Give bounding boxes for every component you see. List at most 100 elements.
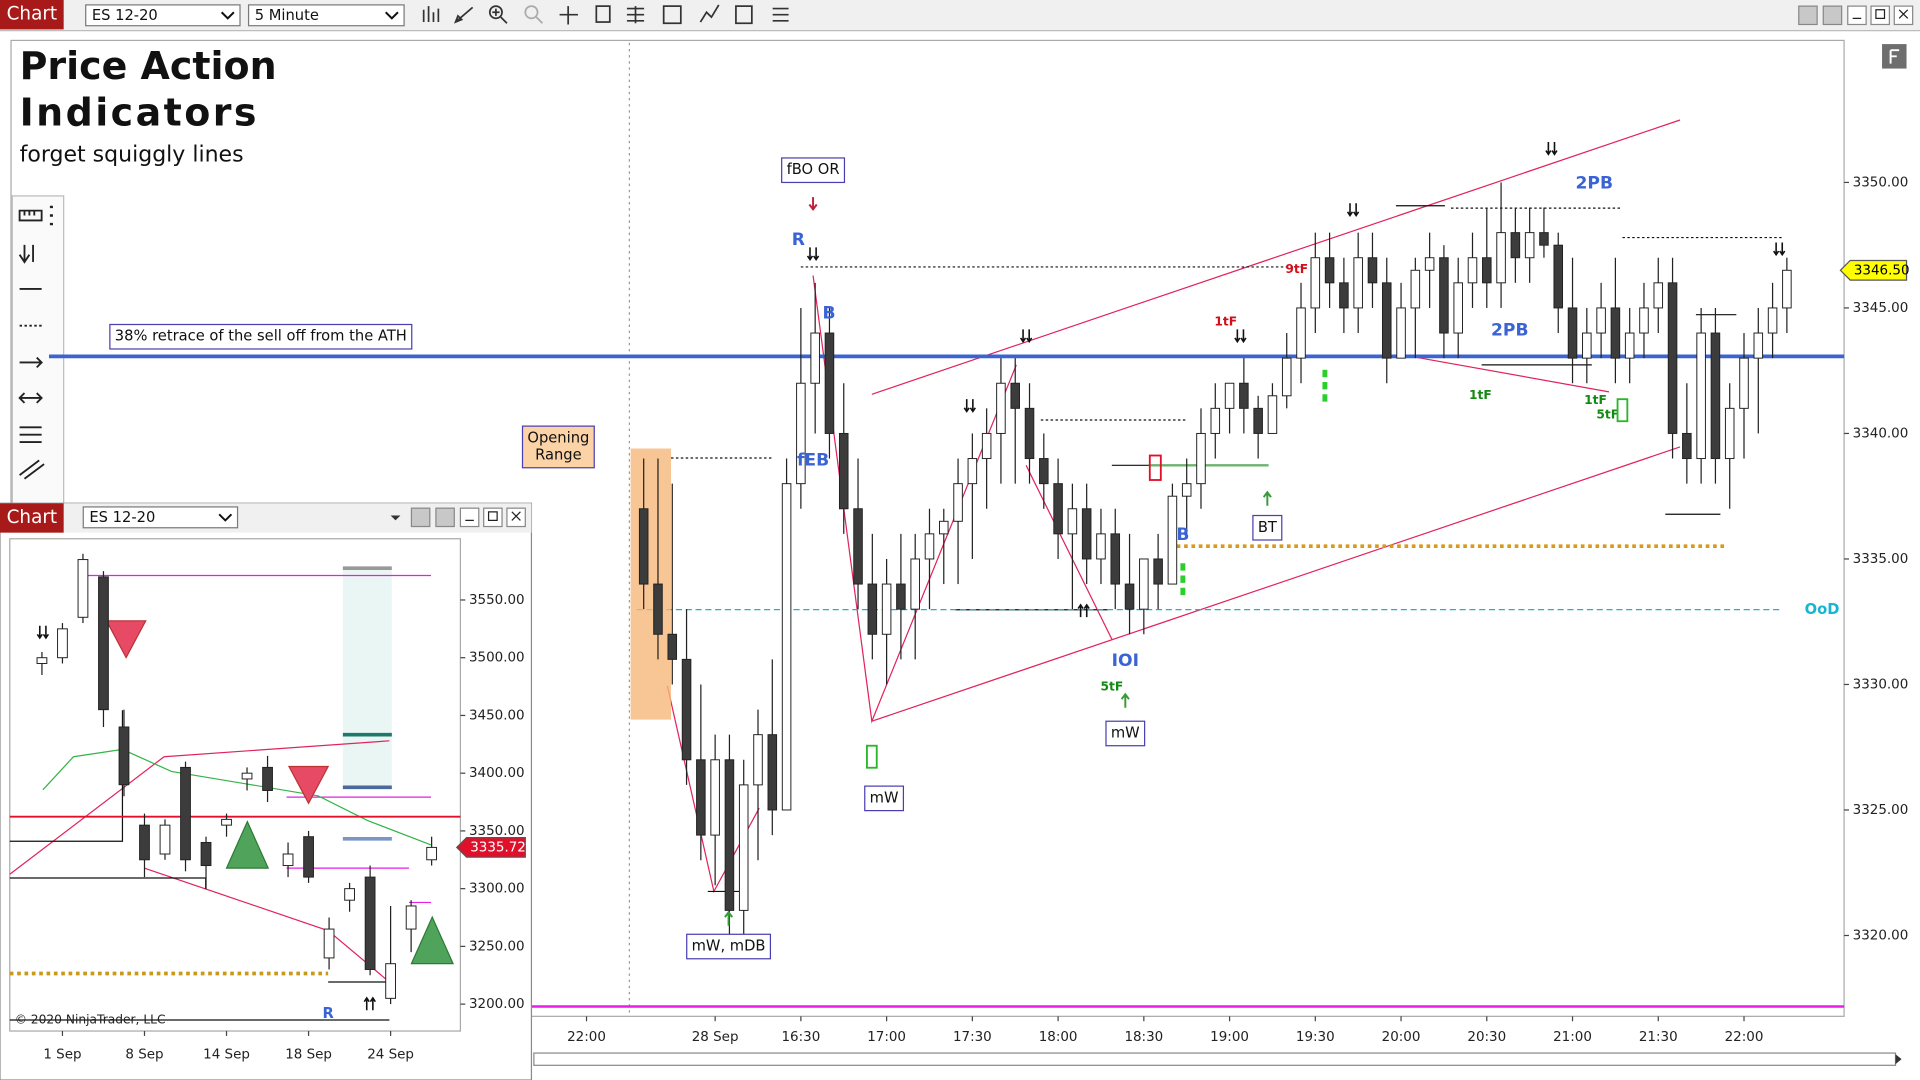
templates-icon[interactable] bbox=[626, 6, 645, 24]
list-icon[interactable] bbox=[772, 7, 789, 22]
candle-body bbox=[1210, 407, 1221, 434]
candle-body bbox=[1439, 257, 1449, 334]
candle-body bbox=[696, 759, 706, 836]
candle-body bbox=[667, 633, 678, 660]
buy-signal bbox=[410, 915, 455, 965]
scroll-arrow[interactable] bbox=[1895, 1054, 1902, 1065]
candle-body bbox=[1582, 332, 1592, 359]
crosshair-icon[interactable] bbox=[559, 6, 578, 25]
drawing-tools bbox=[18, 205, 53, 480]
annotation: R bbox=[792, 230, 805, 250]
dropdown-arrow bbox=[385, 11, 399, 20]
x-tick-label: 17:00 bbox=[867, 1030, 906, 1045]
annotation: Opening bbox=[527, 429, 589, 446]
up-arrow bbox=[724, 910, 734, 926]
annotation: 1tF bbox=[1584, 393, 1607, 407]
candle-body bbox=[262, 766, 273, 791]
candle-body bbox=[405, 905, 417, 930]
candle-body bbox=[1510, 232, 1521, 259]
properties-icon[interactable] bbox=[595, 5, 611, 23]
signal-arrow bbox=[1545, 142, 1552, 156]
candle-body bbox=[1696, 332, 1706, 460]
candle-body bbox=[796, 382, 806, 485]
candle-body bbox=[98, 576, 109, 711]
candle-body bbox=[1024, 407, 1035, 460]
parallel-lines-tool[interactable] bbox=[19, 459, 45, 480]
ruler-tool[interactable] bbox=[18, 209, 43, 222]
candle-body bbox=[981, 432, 992, 460]
inset-instrument-select[interactable] bbox=[82, 506, 239, 529]
signal-arrow bbox=[1551, 142, 1558, 156]
annotation: 2PB bbox=[1491, 321, 1529, 341]
annotation: fBO OR bbox=[787, 161, 840, 178]
candle-body bbox=[867, 583, 878, 635]
inset-chart-tab[interactable] bbox=[0, 503, 64, 533]
candle-body bbox=[1524, 232, 1535, 259]
arrow-line-tool[interactable] bbox=[18, 392, 43, 404]
horizontal-line-tool[interactable] bbox=[19, 426, 42, 443]
signal-arrow bbox=[1083, 603, 1090, 618]
inset-range-lines bbox=[342, 566, 392, 841]
candle-body bbox=[1482, 257, 1492, 284]
candle-body bbox=[1753, 332, 1764, 359]
scrollbar[interactable] bbox=[533, 1052, 1897, 1066]
risk-reward-tool[interactable] bbox=[18, 244, 34, 264]
candle-body bbox=[1267, 395, 1278, 434]
x-tick-label: 18:00 bbox=[1039, 1030, 1078, 1045]
x-tick-label: 24 Sep bbox=[367, 1047, 414, 1062]
instrument-select[interactable] bbox=[85, 4, 241, 27]
main-chart: 3320.00 3325.00 3330.00 3335.00 3340.00 3345.… bbox=[12, 44, 1910, 1045]
last-price-tag bbox=[1839, 259, 1908, 281]
annotation-box bbox=[686, 933, 772, 960]
annotation: B bbox=[1176, 525, 1189, 545]
candle-body bbox=[1739, 357, 1749, 409]
chart-tab-label: Chart bbox=[7, 4, 57, 25]
candle-body bbox=[1239, 382, 1249, 409]
last-price-label: 3346.50 bbox=[1854, 263, 1910, 278]
zoom-in-icon[interactable] bbox=[488, 5, 503, 20]
up-arrow bbox=[1262, 490, 1272, 506]
signal-arrow bbox=[1240, 329, 1247, 344]
extended-line-tool[interactable] bbox=[19, 356, 43, 368]
close-button[interactable] bbox=[506, 507, 526, 528]
inset-chart-tab-label: Chart bbox=[7, 507, 57, 528]
x-tick-label: 19:30 bbox=[1296, 1030, 1335, 1045]
sell-signal bbox=[287, 765, 330, 805]
annotation-box bbox=[1105, 720, 1146, 747]
interval-select[interactable] bbox=[247, 4, 405, 27]
share-icon[interactable] bbox=[735, 5, 753, 25]
maximize-button[interactable] bbox=[483, 507, 503, 528]
strategies-icon[interactable] bbox=[662, 5, 682, 25]
annotation: IOI bbox=[1112, 651, 1139, 671]
zoom-out-icon[interactable] bbox=[524, 5, 539, 20]
window-button[interactable] bbox=[1822, 5, 1843, 26]
draw-icon[interactable] bbox=[453, 6, 474, 24]
y-tick-label: 3345.00 bbox=[1853, 301, 1909, 316]
chart-tab[interactable] bbox=[0, 0, 64, 30]
minimize-button[interactable] bbox=[459, 507, 480, 528]
maximize-button[interactable] bbox=[1870, 5, 1890, 26]
y-tick-label: 3350.00 bbox=[1853, 175, 1909, 190]
window-button[interactable] bbox=[1798, 5, 1818, 26]
close-button[interactable] bbox=[1893, 5, 1914, 26]
annotation: mW, mDB bbox=[692, 938, 766, 955]
window-button[interactable] bbox=[410, 507, 431, 528]
candle-body bbox=[1296, 307, 1306, 359]
menu-arrow[interactable] bbox=[390, 515, 401, 521]
trendline bbox=[871, 446, 1681, 722]
candle-body bbox=[385, 963, 397, 999]
indicators-icon[interactable] bbox=[699, 4, 720, 23]
bars-icon[interactable] bbox=[422, 6, 440, 23]
x-tick-label: 19:00 bbox=[1210, 1030, 1249, 1045]
inset-instrument-label: ES 12-20 bbox=[89, 509, 155, 526]
candle-body bbox=[1396, 307, 1406, 359]
annotation: Range bbox=[535, 447, 582, 464]
annotation: 5tF bbox=[1100, 679, 1123, 693]
window-button[interactable] bbox=[435, 507, 455, 528]
candle-body bbox=[1467, 257, 1478, 284]
candle-body bbox=[1096, 533, 1106, 560]
minimize-button[interactable] bbox=[1847, 5, 1867, 26]
candle-body bbox=[1310, 257, 1321, 309]
annotation-box bbox=[109, 323, 413, 350]
